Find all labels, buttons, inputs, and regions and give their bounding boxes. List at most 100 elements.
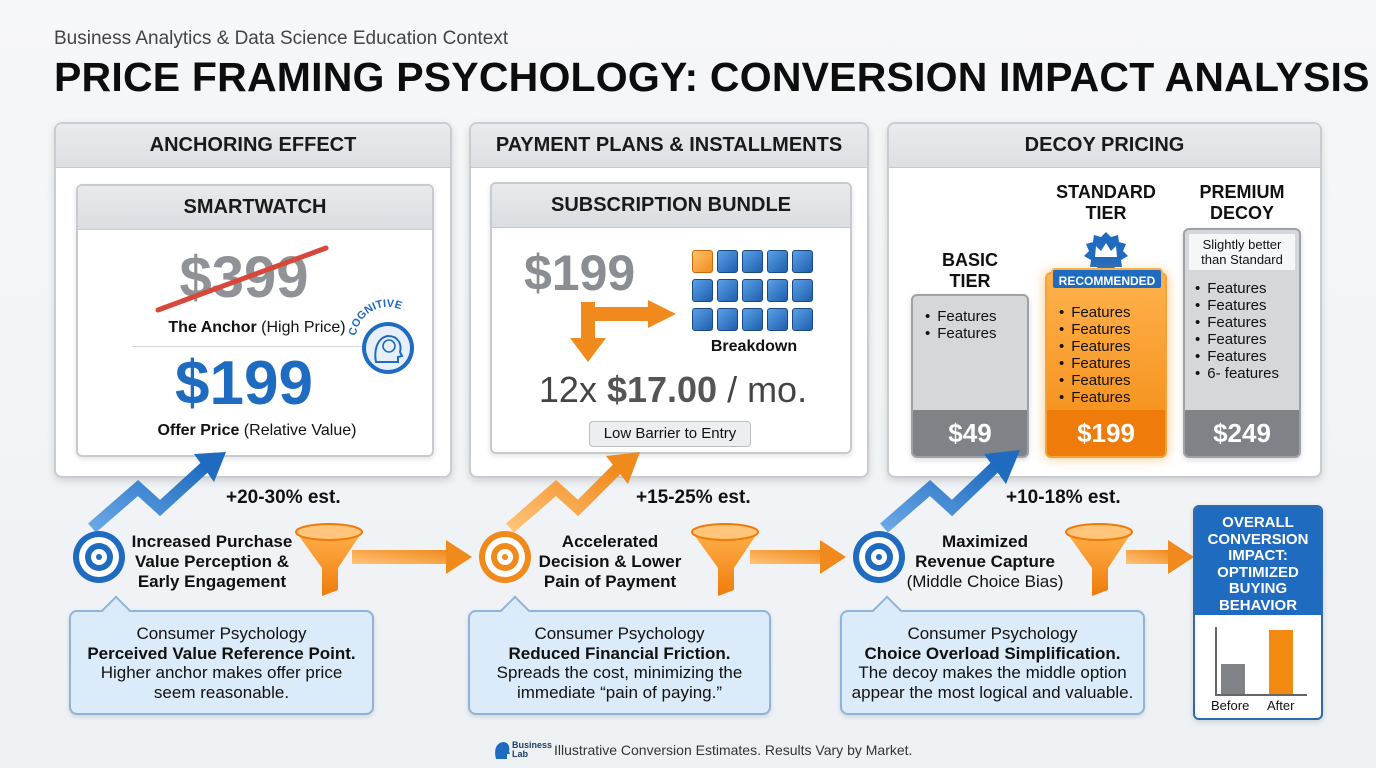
cube-icon [717, 308, 738, 331]
page-title: PRICE FRAMING PSYCHOLOGY: CONVERSION IMP… [54, 54, 1370, 100]
smartwatch-card-title: SMARTWATCH [78, 186, 432, 230]
tier-feature: Features [925, 308, 1027, 325]
panel-decoy: DECOY PRICING BASIC TIER FeaturesFeature… [887, 122, 1322, 478]
psychology-bubble-decoy: Consumer Psychology Choice Overload Simp… [840, 610, 1145, 715]
cube-icon [742, 250, 763, 273]
tier-feature: Features [1195, 280, 1299, 297]
after-bar [1269, 630, 1293, 694]
overall-title-line: OVERALL [1222, 514, 1294, 531]
overall-title-line: CONVERSION [1207, 530, 1309, 548]
smartwatch-card: SMARTWATCH $399 The Anchor (High Price) … [76, 184, 434, 457]
basic-tier-label: BASIC TIER [941, 250, 998, 291]
cube-icon [717, 279, 738, 302]
cube-icon [742, 279, 763, 302]
standard-tier-price: $199 [1047, 410, 1165, 456]
subscription-card: SUBSCRIPTION BUNDLE $199 Breakdown 12x $… [490, 182, 852, 454]
gain-anchoring: +20-30% est. [226, 487, 341, 508]
outcome-anchoring: Increased Purchase Value Perception & Earl… [131, 532, 293, 591]
offer-caption-bold: Offer Price [157, 422, 240, 439]
before-label: Before [1211, 698, 1250, 713]
crown-icon [1084, 232, 1128, 272]
premium-note: Slightly better than Standard [1189, 234, 1295, 270]
cube-icon [792, 250, 813, 273]
basic-tier-card[interactable]: FeaturesFeatures $49 [911, 294, 1029, 458]
page-subtitle: Business Analytics & Data Science Educat… [54, 28, 509, 49]
head-logo-icon [495, 742, 510, 759]
footer-logo-text: Business Lab [512, 740, 553, 759]
bundle-price: $199 [524, 245, 636, 301]
installment-prefix: 12x [538, 369, 607, 410]
gain-decoy: +10-18% est. [1006, 487, 1121, 508]
premium-tier-price: $249 [1185, 410, 1299, 456]
panel-anchoring-title: ANCHORING EFFECT [56, 124, 450, 168]
outcome-payment: Accelerated Decision & Lower Pain of Payme… [538, 532, 682, 591]
panel-payment-plans: PAYMENT PLANS & INSTALLMENTS SUBSCRIPTIO… [469, 122, 869, 478]
cube-icon [742, 308, 763, 331]
panel-payment-title: PAYMENT PLANS & INSTALLMENTS [471, 124, 867, 168]
tier-feature: Features [1195, 331, 1299, 348]
basic-features: FeaturesFeatures [913, 296, 1027, 342]
tier-feature: Features [1059, 321, 1165, 338]
installment-amount: $17.00 [606, 369, 718, 410]
tier-feature: Features [925, 325, 1027, 342]
standard-tier-label: STANDARD TIER [1056, 182, 1156, 223]
tier-feature: Features [1195, 348, 1299, 365]
overall-title-line: OPTIMIZED [1217, 563, 1299, 581]
tier-feature: Features [1059, 355, 1165, 372]
target-icon-3 [853, 531, 905, 583]
tier-feature: Features [1059, 338, 1165, 355]
tier-feature: Features [1059, 389, 1165, 406]
outcome-decoy: Maximized Revenue Capture (Middle Choice B… [906, 532, 1064, 591]
cube-icon [792, 308, 813, 331]
cube-icon [767, 250, 788, 273]
basic-tier-price: $49 [913, 410, 1027, 456]
breakdown-label: Breakdown [710, 338, 798, 355]
anchor-caption-rest: (High Price) [256, 319, 346, 336]
overall-impact-card: OVERALL CONVERSION IMPACT: OPTIMIZED BUYING B… [1193, 505, 1323, 720]
anchor-caption-bold: The Anchor [168, 319, 257, 336]
recommended-badge: RECOMMENDED [1051, 268, 1163, 290]
tier-feature: 6- features [1195, 365, 1299, 382]
subscription-card-title: SUBSCRIPTION BUNDLE [492, 184, 850, 228]
installment-suffix: / mo. [717, 369, 808, 410]
psychology-bubble-anchoring: Consumer Psychology Perceived Value Refe… [69, 610, 374, 715]
tier-feature: Features [1059, 372, 1165, 389]
premium-tier-label: PREMIUM DECOY [1199, 182, 1285, 223]
chart-axis-y [1215, 627, 1217, 695]
cube-icon [767, 279, 788, 302]
overall-title-line: BEHAVIOR [1218, 596, 1298, 614]
divider [132, 346, 382, 347]
standard-features: FeaturesFeaturesFeaturesFeaturesFeatures… [1047, 274, 1165, 406]
cube-icon [692, 250, 713, 273]
tier-feature: Features [1195, 297, 1299, 314]
gain-payment: +15-25% est. [636, 487, 751, 508]
tier-feature: Features [1059, 304, 1165, 321]
tier-feature: Features [1195, 314, 1299, 331]
cube-icon [767, 308, 788, 331]
premium-features: FeaturesFeaturesFeaturesFeaturesFeatures… [1185, 274, 1299, 382]
premium-tier-card[interactable]: Slightly better than Standard FeaturesFe… [1183, 228, 1301, 458]
low-barrier-tag: Low Barrier to Entry [589, 421, 751, 447]
chart-axis-x [1215, 694, 1307, 696]
cube-icon [792, 279, 813, 302]
panel-decoy-title: DECOY PRICING [889, 124, 1320, 168]
after-label: After [1267, 698, 1295, 713]
installment-text: 12x $17.00 / mo. [492, 369, 850, 411]
before-bar [1221, 664, 1245, 694]
offer-price: $199 [175, 349, 313, 418]
offer-caption: Offer Price (Relative Value) [78, 422, 432, 440]
target-icon-1 [73, 531, 125, 583]
split-arrow-icon [570, 300, 676, 362]
cube-icon [692, 308, 713, 331]
overall-title-line: IMPACT: [1228, 547, 1288, 564]
brain-icon: COGNITIVE [347, 298, 414, 374]
footer-disclaimer: Illustrative Conversion Estimates. Resul… [554, 742, 913, 758]
strike-line [155, 245, 329, 313]
cube-icon [717, 250, 738, 273]
cube-icon [692, 279, 713, 302]
overall-title-line: BUYING [1228, 580, 1288, 597]
offer-caption-rest: (Relative Value) [239, 422, 357, 439]
anchor-caption: The Anchor (High Price) [78, 319, 432, 337]
standard-tier-card[interactable]: FeaturesFeaturesFeaturesFeaturesFeatures… [1045, 272, 1167, 458]
